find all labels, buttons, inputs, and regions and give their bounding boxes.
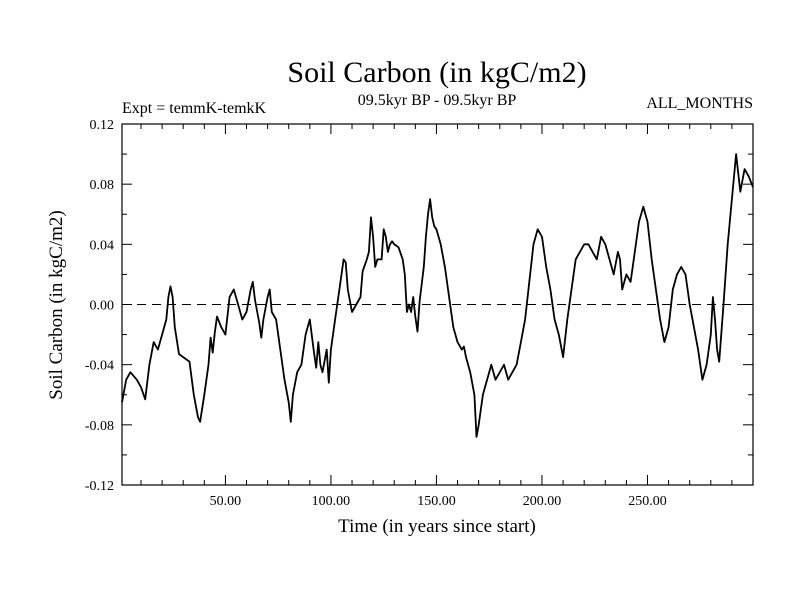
y-tick-label: 0.00 bbox=[90, 299, 115, 314]
chart-title: Soil Carbon (in kgC/m2) bbox=[287, 56, 586, 89]
y-tick-label: 0.04 bbox=[90, 238, 115, 253]
plot-frame bbox=[121, 123, 754, 486]
x-tick-label: 50.00 bbox=[210, 494, 242, 509]
y-tick-label: -0.04 bbox=[85, 359, 114, 374]
y-tick-label: -0.12 bbox=[85, 479, 114, 494]
y-tick-label: 0.12 bbox=[90, 118, 115, 133]
y-axis-label: Soil Carbon (in kgC/m2) bbox=[46, 210, 67, 399]
months-label: ALL_MONTHS bbox=[646, 95, 753, 112]
period-label: 09.5kyr BP - 09.5kyr BP bbox=[358, 92, 517, 109]
y-tick-label: 0.08 bbox=[90, 178, 115, 193]
plot-area: 50.00 100.00 150.00 200.00 250.00 -0.12 -0.08 -… bbox=[85, 118, 754, 509]
y-tick-label: -0.08 bbox=[85, 419, 114, 434]
x-axis-label: Time (in years since start) bbox=[338, 516, 536, 537]
series-line bbox=[121, 153, 754, 438]
expt-label: Expt = temmK-temkK bbox=[122, 100, 267, 117]
x-tick-label: 200.00 bbox=[523, 494, 562, 509]
x-tick-label: 250.00 bbox=[628, 494, 667, 509]
x-tick-label: 150.00 bbox=[417, 494, 456, 509]
x-tick-label: 100.00 bbox=[312, 494, 351, 509]
